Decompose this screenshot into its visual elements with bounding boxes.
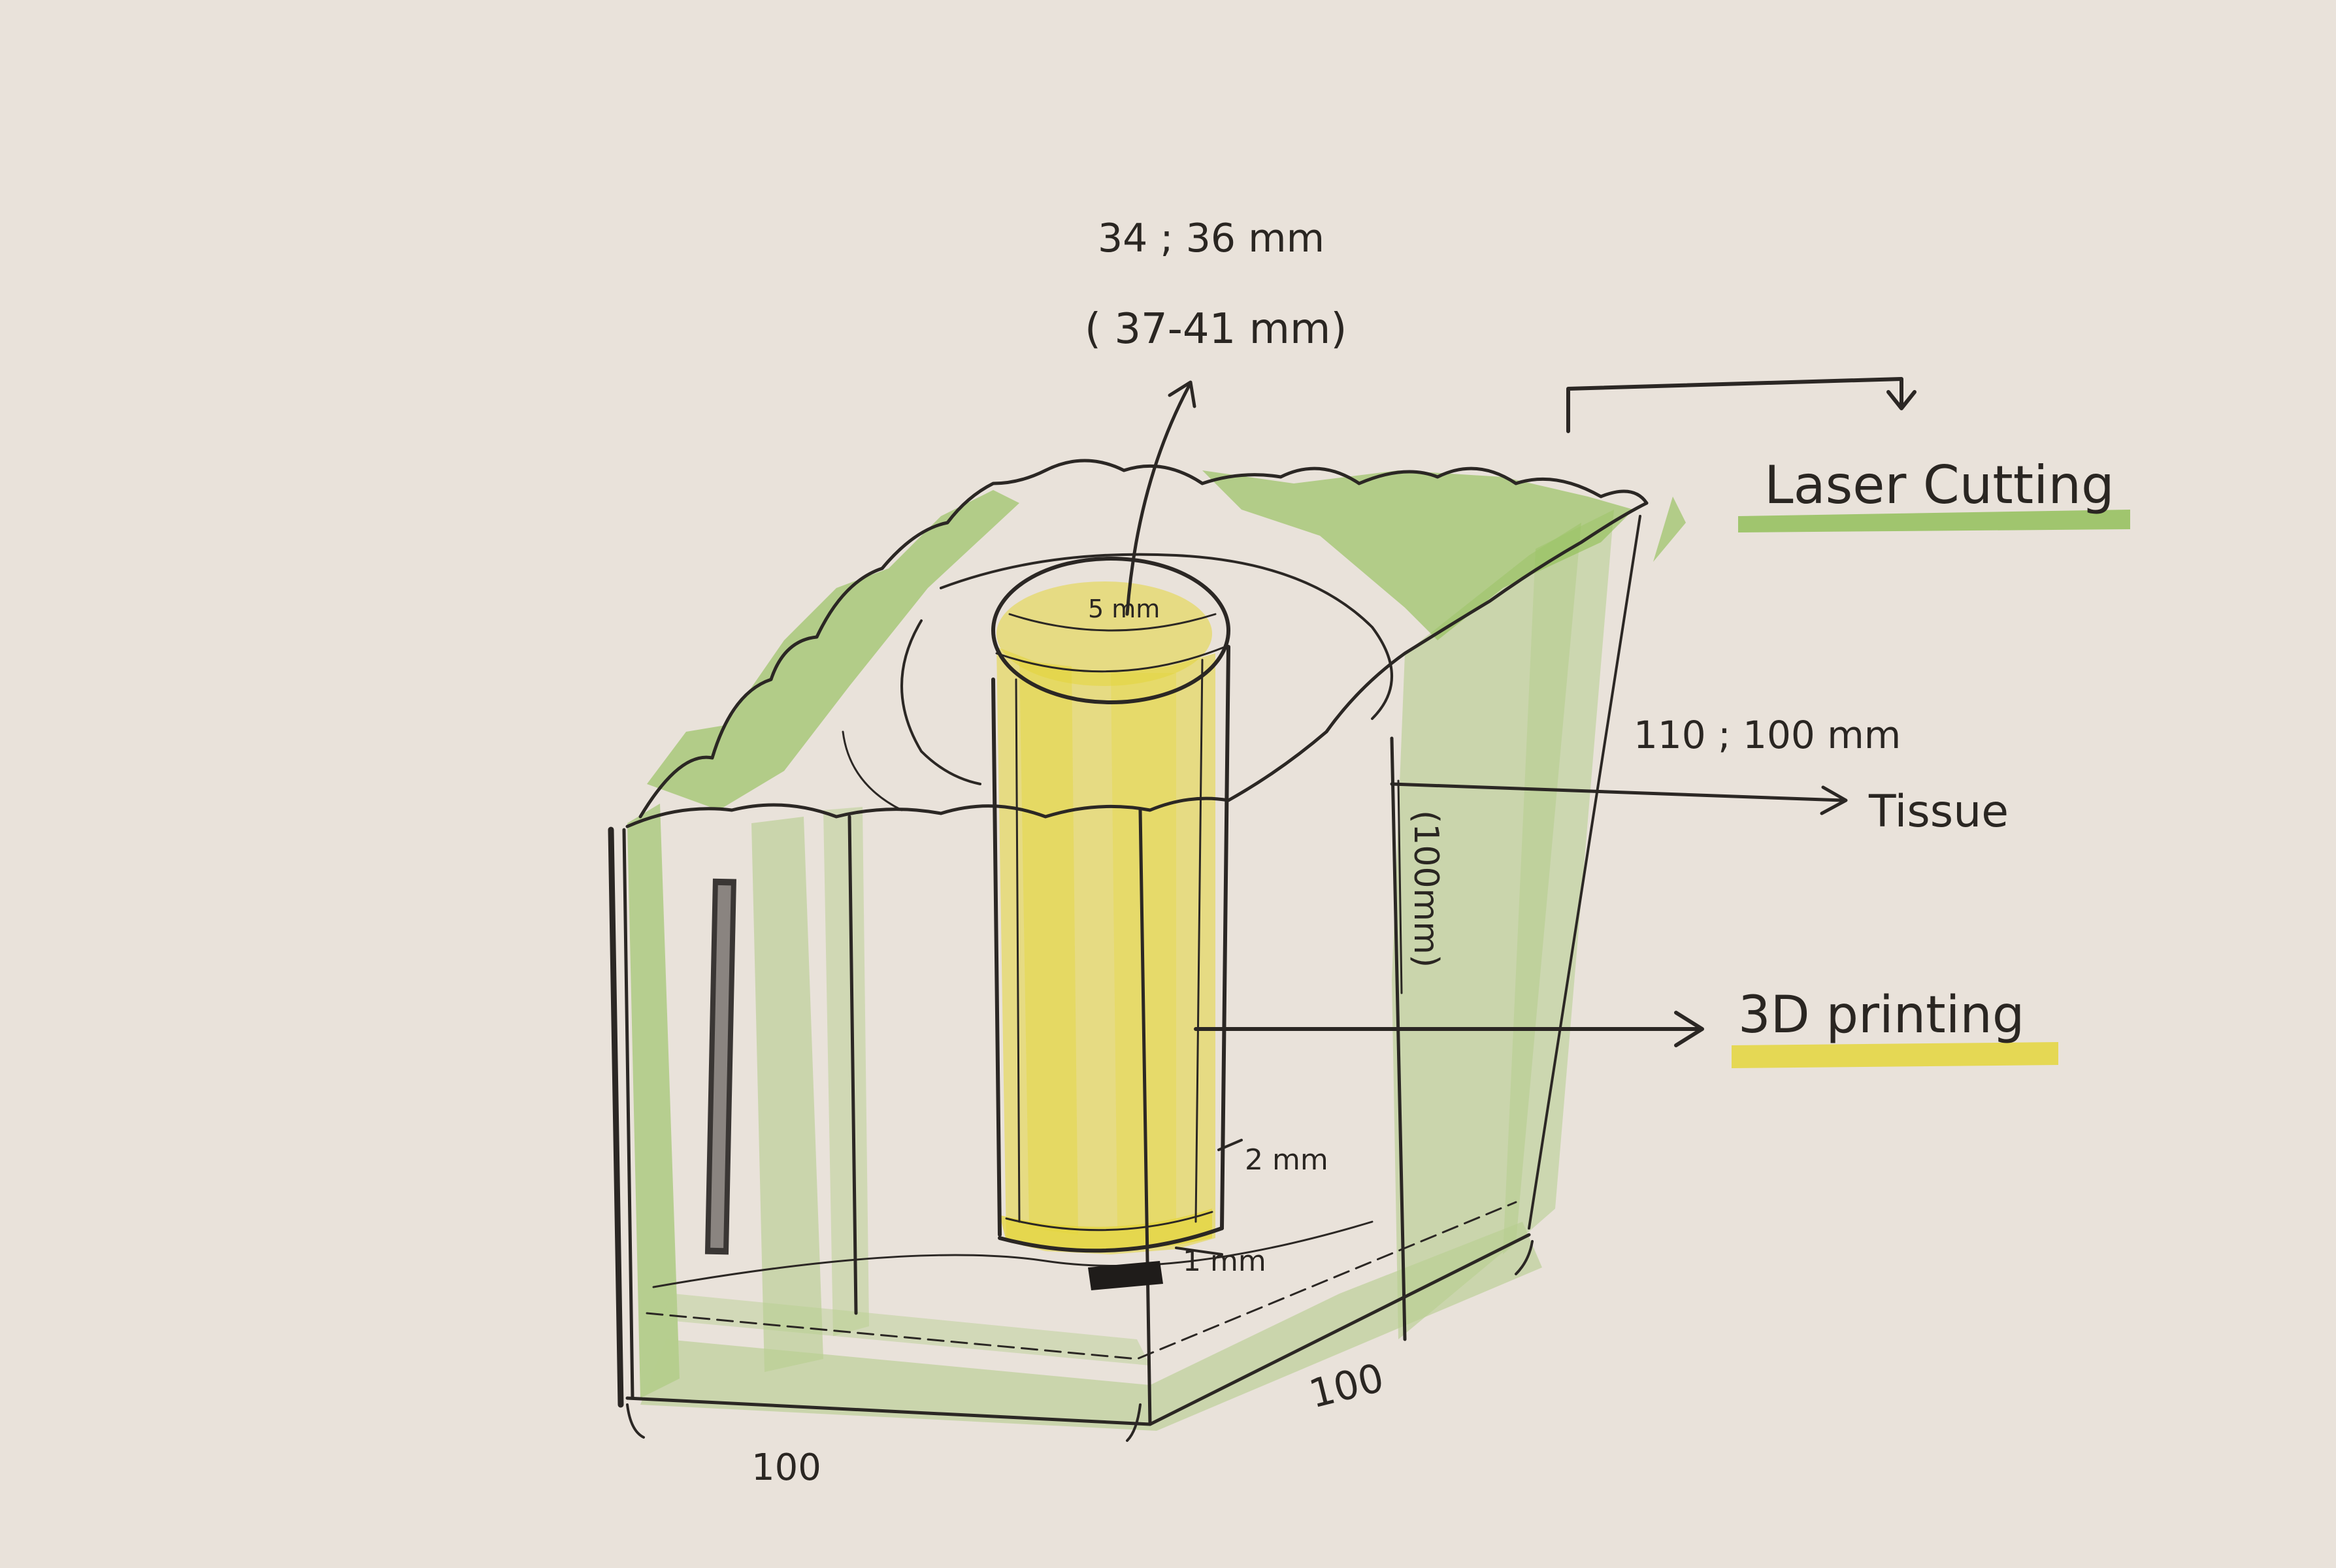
diameter-range-label: ( 37-41 mm) [1085, 305, 1347, 353]
width-front-label: 100 [751, 1446, 821, 1489]
diameter-top-label: 34 ; 36 mm [1098, 216, 1324, 261]
cylinder-outline [991, 557, 1230, 1253]
tissue-label: Tissue [1868, 786, 2009, 838]
laser-cutting-arrow [1566, 377, 1917, 433]
box-linework [608, 459, 1649, 1442]
tissue-arrow [1390, 782, 1848, 815]
base-gap-label: 1 mm [1183, 1245, 1266, 1278]
vent-slot [704, 878, 736, 1255]
printing-highlight [1732, 1042, 2058, 1068]
inner-top-label: 5 mm [1088, 595, 1160, 623]
laser-cutting-highlight [1738, 510, 2130, 532]
box-height-label: 110 ; 100 mm [1634, 713, 1901, 757]
laser-cutting-label: Laser Cutting [1764, 455, 2114, 515]
printing-3d-label: 3D printing [1738, 986, 2024, 1045]
base-plug [1088, 1261, 1163, 1290]
box-height-vertical-label: (100mm) [1406, 810, 1445, 968]
wall-thickness-label: 2 mm [1245, 1143, 1328, 1177]
dimension-ticks [1175, 779, 1403, 1256]
top-diameter-arrow [1125, 380, 1196, 616]
green-shading [627, 510, 1614, 1431]
printing-arrow [1194, 1011, 1704, 1047]
green-shading-top [647, 470, 1686, 810]
